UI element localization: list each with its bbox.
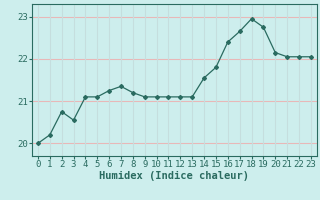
X-axis label: Humidex (Indice chaleur): Humidex (Indice chaleur): [100, 171, 249, 181]
